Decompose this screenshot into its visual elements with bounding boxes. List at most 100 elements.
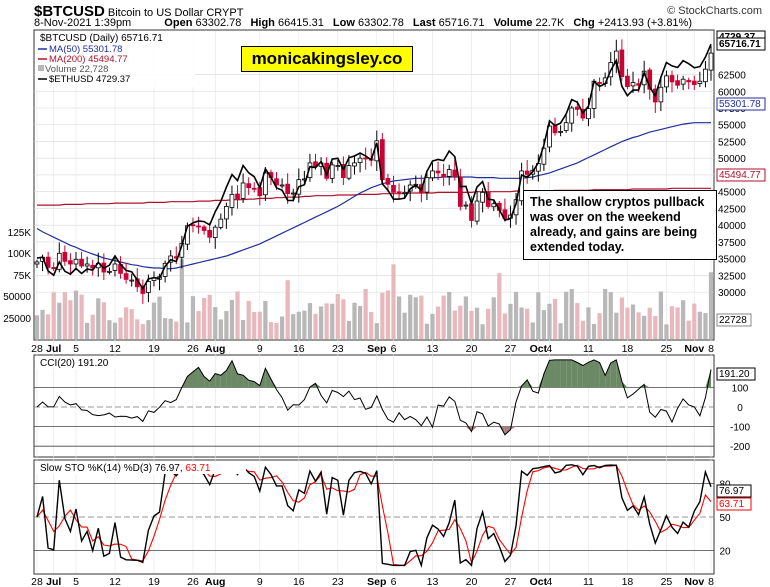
- sto-plot: [34, 464, 714, 568]
- cci-overbought-fill: [543, 360, 550, 388]
- volume-tick-label: 75K: [13, 271, 31, 282]
- cci-overbought-fill: [192, 367, 199, 388]
- x-tick-label-bottom: 12: [109, 576, 121, 587]
- high-label: High: [250, 17, 275, 29]
- candle-body: [335, 165, 341, 167]
- moving-averages: [36, 122, 711, 270]
- volume-bar: [341, 299, 346, 339]
- cci-plot: [34, 359, 714, 447]
- candle-body: [201, 226, 207, 231]
- candle-body: [84, 263, 90, 267]
- volume-bar: [435, 306, 441, 339]
- cci-overbought-fill: [198, 367, 205, 388]
- volume-bar: [207, 294, 212, 339]
- candle-body: [502, 209, 508, 219]
- sto-tick-label: 20: [719, 547, 731, 558]
- candle-body: [396, 191, 402, 194]
- volume-bar: [708, 272, 714, 339]
- price-tick-label: 50000: [718, 154, 746, 165]
- volume-bar: [391, 264, 396, 339]
- volume-bar: [603, 288, 608, 339]
- volume-bar: [491, 297, 496, 339]
- volume-bar: [185, 322, 190, 339]
- candle-body: [569, 107, 575, 124]
- candle-body: [664, 75, 669, 88]
- volume-bar: [508, 303, 513, 339]
- volume-bar: [51, 292, 56, 339]
- cci-overbought-fill: [549, 359, 556, 388]
- price-tick-label: 60000: [718, 87, 746, 98]
- tag-sto-d: 63.71: [719, 499, 744, 510]
- x-tick-label-bottom: Oct: [530, 576, 548, 587]
- cci-oversold-fill: [426, 426, 433, 428]
- volume-bar: [697, 311, 702, 339]
- tag-sto-k-box: [716, 484, 752, 498]
- price-tick-label: 40000: [718, 221, 746, 232]
- volume-bar: [703, 313, 708, 339]
- volume-bar: [229, 300, 235, 339]
- value-tags: 4729.37 65716.71 55301.78 45494.77 22728…: [716, 30, 766, 511]
- volume-bar: [636, 312, 641, 339]
- volume-bar: [324, 303, 329, 339]
- x-tick-label: Sep: [367, 343, 386, 355]
- volume-bar: [330, 303, 335, 339]
- volume-bar: [619, 297, 624, 339]
- cci-overbought-fill: [610, 359, 617, 388]
- candle-body: [224, 206, 229, 220]
- legend-volume: Volume 22,728: [45, 64, 108, 75]
- volume-bar: [525, 308, 530, 339]
- tag-ma200: 45494.77: [719, 170, 761, 181]
- x-tick-label: 6: [391, 343, 397, 355]
- volume-tick-label: 25000: [3, 314, 31, 325]
- volume-bar: [96, 298, 101, 339]
- candle-body: [469, 203, 474, 221]
- volume-bar: [34, 315, 40, 339]
- volume-bar: [112, 322, 118, 339]
- candle-body: [563, 122, 569, 131]
- candle-body: [686, 80, 692, 83]
- volume-bar: [419, 295, 424, 339]
- volume-bar: [346, 320, 352, 339]
- volume-bar: [285, 280, 290, 339]
- cci-overbought-fill: [638, 384, 645, 388]
- volume-bar: [591, 323, 597, 339]
- candle-body: [112, 263, 118, 271]
- tag-volume: 22728: [719, 315, 747, 326]
- copyright: © StockCharts.com: [667, 5, 762, 17]
- candle-body: [647, 69, 653, 90]
- candle-body: [190, 224, 196, 227]
- volume-bar: [268, 322, 274, 339]
- candle-body: [51, 267, 57, 270]
- legend-bg: [35, 31, 195, 87]
- candle-body: [290, 192, 296, 195]
- x-tick-label: 4: [547, 343, 553, 355]
- volume-tick-label: 125K: [8, 228, 32, 239]
- volume-bar: [625, 307, 630, 339]
- cci-overbought-fill: [265, 368, 271, 388]
- x-tick-label-bottom: 18: [622, 576, 634, 587]
- volume-bar: [135, 319, 140, 339]
- x-tick-label: 20: [466, 343, 478, 355]
- candle-body: [313, 161, 318, 167]
- volume-bar: [497, 273, 502, 339]
- x-tick-label-bottom: 27: [505, 576, 517, 587]
- tag-cci-box: [716, 367, 756, 381]
- cci-panel-frame: [33, 354, 715, 458]
- x-tick-label-bottom: 13: [427, 576, 439, 587]
- volume-bar: [597, 313, 602, 339]
- candle-body: [474, 200, 480, 222]
- volume-tick-label: 50000: [3, 292, 31, 303]
- x-tick-label: 28: [31, 343, 43, 355]
- candle-body: [463, 204, 469, 207]
- volume-bar: [541, 310, 547, 339]
- tag-ma200-box: [716, 168, 766, 182]
- sto-label: Slow STO %K(14) %D(3) 76.97, 63.71: [40, 463, 211, 474]
- candle-body: [491, 203, 497, 208]
- volume-bar: [463, 296, 469, 339]
- x-tick-label: 5: [73, 343, 79, 355]
- candle-body: [363, 157, 368, 160]
- volume-bar: [274, 323, 279, 339]
- volume-bar: [642, 315, 647, 339]
- ma50-line: [36, 122, 711, 270]
- last-value: 65716.71: [438, 17, 485, 29]
